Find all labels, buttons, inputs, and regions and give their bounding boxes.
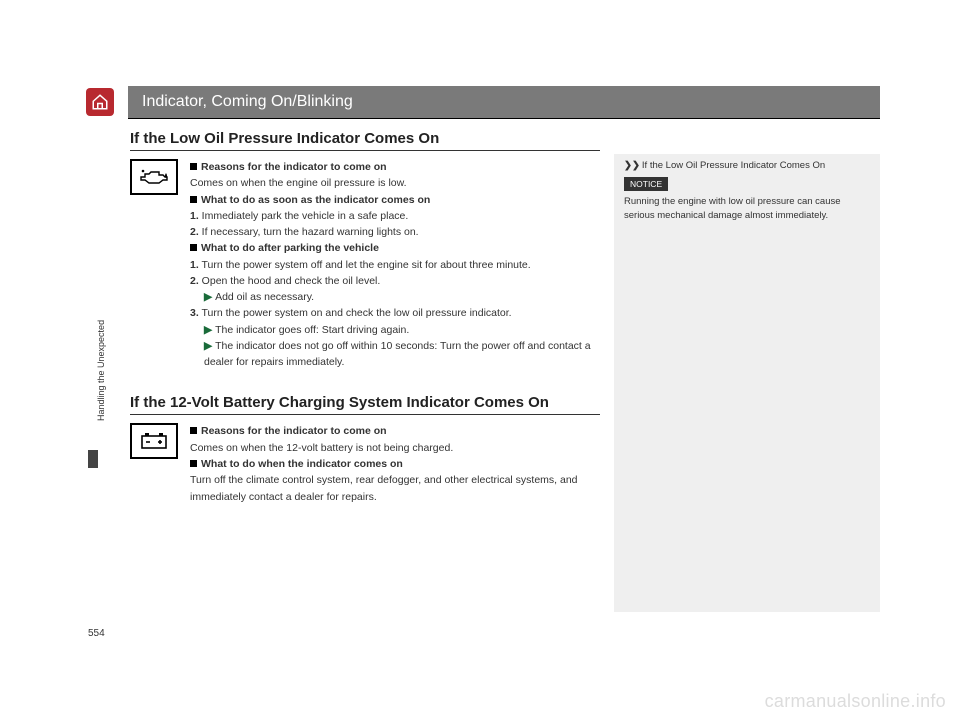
- section2-text: Reasons for the indicator to come on Com…: [190, 423, 600, 504]
- section2-p1: Comes on when the 12-volt battery is not…: [190, 440, 600, 456]
- section1-underline: [130, 150, 600, 151]
- arrow-icon: ▶: [204, 340, 212, 352]
- section1-text: Reasons for the indicator to come on Com…: [190, 159, 600, 370]
- oil-pressure-icon: [130, 159, 178, 195]
- section1-p1: Comes on when the engine oil pressure is…: [190, 175, 600, 191]
- section1-s4a: Add oil as necessary.: [215, 291, 314, 303]
- step-num: 1.: [190, 210, 199, 222]
- notice-badge: NOTICE: [624, 177, 668, 191]
- section2-body: Reasons for the indicator to come on Com…: [130, 423, 600, 504]
- section1-s4: Open the hood and check the oil level.: [199, 275, 381, 287]
- section2-p2: Turn off the climate control system, rea…: [190, 472, 600, 505]
- arrow-icon: ▶: [204, 324, 212, 336]
- section1-h3: What to do after parking the vehicle: [201, 242, 379, 254]
- section-tab-label: Handling the Unexpected: [94, 300, 108, 440]
- section1-body: Reasons for the indicator to come on Com…: [130, 159, 600, 370]
- section1-s3: Turn the power system off and let the en…: [199, 259, 531, 271]
- arrow-icon: ▶: [204, 291, 212, 303]
- section1-s1: Immediately park the vehicle in a safe p…: [199, 210, 409, 222]
- step-num: 2.: [190, 275, 199, 287]
- section1-s5b: The indicator does not go off within 10 …: [204, 340, 591, 368]
- sidebar-text: Running the engine with low oil pressure…: [624, 195, 870, 224]
- header-underline: [128, 118, 880, 119]
- page-number: 554: [88, 628, 105, 639]
- section1-h2: What to do as soon as the indicator come…: [201, 194, 430, 206]
- section1-s5: Turn the power system on and check the l…: [199, 307, 512, 319]
- sidebar-notice: ❯❯If the Low Oil Pressure Indicator Come…: [614, 154, 880, 612]
- section2-h1: Reasons for the indicator to come on: [201, 425, 387, 437]
- step-num: 3.: [190, 307, 199, 319]
- square-bullet-icon: [190, 196, 197, 203]
- page-header-title: Indicator, Coming On/Blinking: [142, 93, 353, 111]
- double-arrow-icon: ❯❯: [624, 160, 640, 171]
- section2-underline: [130, 414, 600, 415]
- sidebar-title-text: If the Low Oil Pressure Indicator Comes …: [642, 160, 825, 171]
- section1-h1: Reasons for the indicator to come on: [201, 161, 387, 173]
- section2-h2: What to do when the indicator comes on: [201, 458, 403, 470]
- main-content: If the Low Oil Pressure Indicator Comes …: [130, 130, 600, 529]
- sidebar-title: ❯❯If the Low Oil Pressure Indicator Come…: [624, 160, 870, 171]
- square-bullet-icon: [190, 163, 197, 170]
- step-num: 1.: [190, 259, 199, 271]
- battery-icon: [130, 423, 178, 459]
- square-bullet-icon: [190, 460, 197, 467]
- section1-s5a: The indicator goes off: Start driving ag…: [215, 324, 409, 336]
- page-header-bar: Indicator, Coming On/Blinking: [128, 86, 880, 118]
- section1-title: If the Low Oil Pressure Indicator Comes …: [130, 130, 600, 147]
- square-bullet-icon: [190, 427, 197, 434]
- section2-title: If the 12-Volt Battery Charging System I…: [130, 394, 600, 411]
- home-icon[interactable]: [86, 88, 114, 116]
- square-bullet-icon: [190, 244, 197, 251]
- watermark: carmanualsonline.info: [765, 691, 946, 712]
- section-tab-marker: [88, 450, 98, 468]
- step-num: 2.: [190, 226, 199, 238]
- section1-s2: If necessary, turn the hazard warning li…: [199, 226, 419, 238]
